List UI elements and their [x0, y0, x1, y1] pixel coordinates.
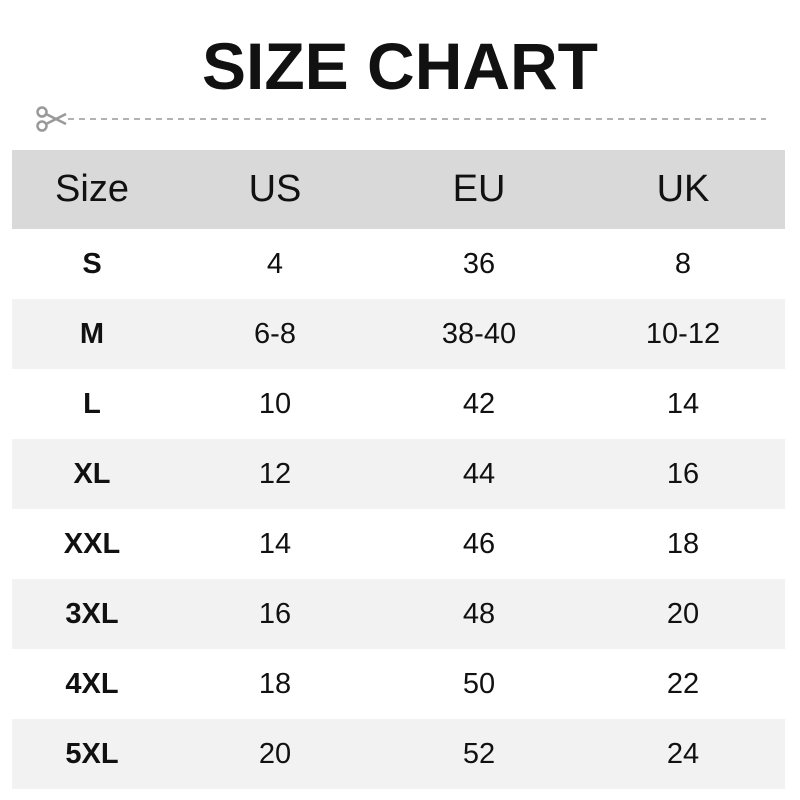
table-row: M 6-8 38-40 10-12: [12, 299, 785, 369]
table-row: S 4 36 8: [12, 229, 785, 299]
cell-us: 16: [258, 597, 292, 630]
cell-eu: 44: [462, 457, 496, 490]
header-size: Size: [55, 168, 129, 210]
header-uk: UK: [656, 168, 710, 210]
cell-eu: 42: [462, 387, 496, 420]
cell-eu: 36: [462, 247, 496, 280]
table-row: 3XL 16 48 20: [12, 579, 785, 649]
cell-uk: 10-12: [645, 317, 721, 350]
cell-us: 10: [258, 387, 292, 420]
cell-uk: 24: [666, 737, 700, 770]
table-row: L 10 42 14: [12, 369, 785, 439]
cell-size: 3XL: [65, 597, 119, 630]
table-header: Size US EU UK: [12, 150, 785, 229]
cell-us: 6-8: [254, 317, 296, 350]
cell-size: XL: [73, 457, 111, 490]
size-table: Size US EU UK S 4 36 8 M 6-8 38-40 10-12 L 10 42 14…: [12, 150, 785, 789]
cell-uk: 18: [666, 527, 700, 560]
cell-uk: 22: [666, 667, 700, 700]
cell-size: L: [83, 387, 101, 420]
cell-us: 18: [258, 667, 292, 700]
cell-size: 5XL: [65, 737, 119, 770]
cell-us: 20: [258, 737, 292, 770]
table-row: 4XL 18 50 22: [12, 649, 785, 719]
table-row: 5XL 20 52 24: [12, 719, 785, 789]
cell-uk: 8: [674, 247, 692, 280]
cell-size: M: [79, 317, 105, 350]
header-eu: EU: [452, 168, 506, 210]
cell-size: S: [82, 247, 102, 280]
cell-size: XXL: [63, 527, 121, 560]
cell-eu: 46: [462, 527, 496, 560]
table-row: XL 12 44 16: [12, 439, 785, 509]
cell-uk: 14: [666, 387, 700, 420]
page-title: SIZE CHART: [202, 29, 598, 103]
cell-uk: 20: [666, 597, 700, 630]
cut-line: [36, 106, 766, 132]
cell-uk: 16: [666, 457, 700, 490]
cell-eu: 38-40: [441, 317, 517, 350]
cell-us: 4: [266, 247, 284, 280]
scissors-icon: [36, 106, 67, 132]
cell-eu: 52: [462, 737, 496, 770]
cell-us: 12: [258, 457, 292, 490]
table-row: XXL 14 46 18: [12, 509, 785, 579]
cell-us: 14: [258, 527, 292, 560]
cell-size: 4XL: [65, 667, 119, 700]
cell-eu: 48: [462, 597, 496, 630]
header-us: US: [248, 168, 302, 210]
cell-eu: 50: [462, 667, 496, 700]
